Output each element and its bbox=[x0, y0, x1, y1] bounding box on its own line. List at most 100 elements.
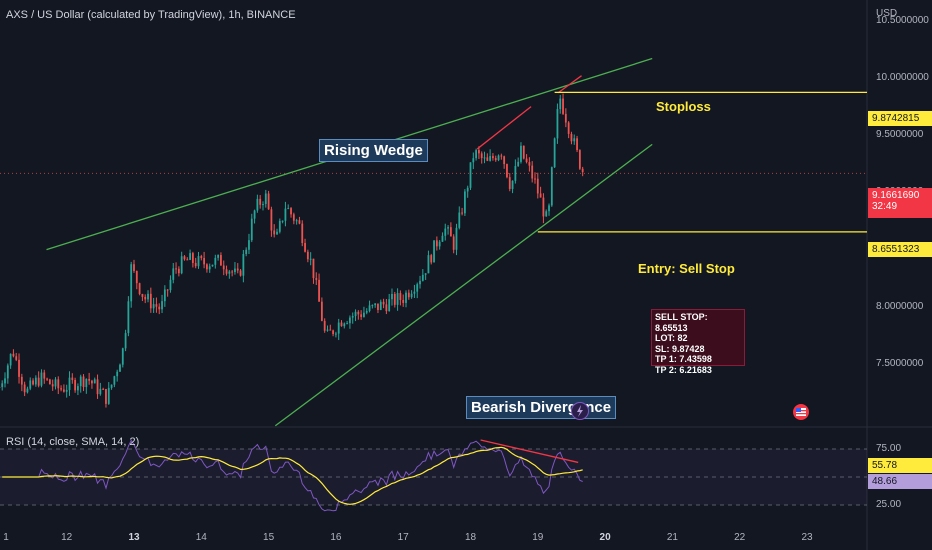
candle-body bbox=[273, 230, 276, 235]
candle-body bbox=[559, 98, 562, 110]
candle-body bbox=[536, 178, 539, 194]
candle-body bbox=[335, 333, 337, 335]
candle-body bbox=[186, 259, 189, 261]
entry-label[interactable]: Entry: Sell Stop bbox=[638, 261, 735, 276]
candle-body bbox=[494, 158, 497, 161]
candle-body bbox=[309, 258, 312, 260]
candle-body bbox=[130, 264, 133, 302]
candle-body bbox=[562, 98, 564, 114]
candle-body bbox=[110, 384, 113, 388]
candle-body bbox=[576, 138, 578, 151]
candle-body bbox=[556, 109, 559, 139]
candle-body bbox=[351, 316, 354, 318]
candle-body bbox=[292, 214, 295, 221]
info-sell-stop: SELL STOP: 8.65513 bbox=[655, 312, 708, 333]
candle-body bbox=[424, 273, 427, 275]
chart-title: AXS / US Dollar (calculated by TradingVi… bbox=[6, 9, 296, 21]
candle-body bbox=[391, 293, 393, 300]
time-tick-label: 16 bbox=[330, 532, 342, 543]
candle-body bbox=[12, 353, 15, 357]
candle-body bbox=[284, 208, 287, 221]
candle-body bbox=[573, 138, 576, 142]
candle-body bbox=[48, 379, 51, 385]
candle-body bbox=[444, 228, 447, 236]
candle-body bbox=[152, 304, 155, 309]
candle-body bbox=[514, 165, 517, 181]
candle-body bbox=[503, 156, 506, 165]
price-tick-label: 10.0000000 bbox=[876, 72, 929, 83]
candle-body bbox=[183, 256, 186, 260]
candle-body bbox=[276, 231, 278, 235]
candle-body bbox=[231, 271, 234, 273]
candle-body bbox=[385, 304, 388, 312]
candle-body bbox=[217, 255, 220, 258]
candle-body bbox=[377, 303, 379, 310]
candle-body bbox=[1, 383, 4, 388]
countdown-timer: 32:49 bbox=[872, 201, 898, 212]
candle-body bbox=[489, 156, 492, 161]
candle-body bbox=[315, 278, 318, 280]
candle-body bbox=[107, 387, 110, 404]
candle-body bbox=[337, 322, 340, 334]
candle-body bbox=[256, 198, 259, 211]
candle-body bbox=[306, 251, 309, 260]
candle-body bbox=[93, 379, 96, 384]
price-tick-label: 7.5000000 bbox=[876, 358, 924, 369]
rising-wedge-label[interactable]: Rising Wedge bbox=[319, 139, 428, 162]
candle-body bbox=[323, 320, 326, 331]
trade-info-box[interactable]: SELL STOP: 8.65513 LOT: 82 SL: 9.87428 T… bbox=[651, 309, 745, 375]
time-tick-label: 18 bbox=[464, 532, 477, 543]
lightning-icon[interactable] bbox=[571, 402, 589, 420]
candle-body bbox=[34, 377, 37, 385]
us-flag-icon[interactable] bbox=[793, 404, 809, 420]
candle-body bbox=[4, 378, 6, 384]
candle-body bbox=[354, 311, 357, 317]
rsi-line bbox=[2, 439, 583, 512]
candle-body bbox=[360, 314, 363, 317]
candle-body bbox=[463, 191, 466, 214]
candle-body bbox=[113, 376, 116, 385]
candle-body bbox=[239, 270, 242, 276]
candle-body bbox=[461, 212, 463, 214]
candle-body bbox=[180, 256, 183, 274]
candle-body bbox=[497, 155, 500, 161]
candle-body bbox=[149, 293, 152, 309]
candle-body bbox=[46, 378, 48, 380]
candle-body bbox=[270, 209, 273, 231]
candle-body bbox=[206, 264, 208, 270]
candle-body bbox=[410, 293, 413, 298]
candle-body bbox=[430, 255, 433, 263]
candle-body bbox=[116, 371, 119, 377]
time-tick-label: 19 bbox=[532, 532, 544, 543]
candle-body bbox=[262, 204, 264, 206]
candle-body bbox=[32, 380, 34, 385]
candle-body bbox=[508, 177, 511, 189]
candle-body bbox=[163, 289, 166, 302]
candle-body bbox=[138, 283, 141, 295]
candle-body bbox=[475, 150, 478, 159]
rsi-title[interactable]: RSI (14, close, SMA, 14, 2) bbox=[6, 436, 140, 448]
candle-body bbox=[234, 268, 236, 273]
candle-body bbox=[357, 311, 360, 315]
bearish-divergence-label[interactable]: Bearish Divergence bbox=[466, 396, 617, 419]
candle-body bbox=[374, 303, 377, 306]
candle-body bbox=[189, 253, 191, 260]
info-tp1: TP 1: 7.43598 bbox=[655, 354, 712, 364]
candle-body bbox=[169, 279, 172, 291]
stoploss-price-tag: 9.8742815 bbox=[868, 111, 932, 126]
candle-body bbox=[37, 377, 40, 386]
candle-body bbox=[506, 164, 508, 178]
candle-body bbox=[15, 356, 18, 360]
candle-body bbox=[517, 161, 520, 166]
candle-body bbox=[405, 292, 407, 303]
stoploss-label[interactable]: Stoploss bbox=[656, 99, 711, 114]
candle-body bbox=[172, 268, 175, 280]
candle-body bbox=[466, 187, 469, 192]
candle-body bbox=[166, 289, 169, 291]
candle-body bbox=[312, 258, 315, 279]
rsi-pane bbox=[0, 439, 867, 512]
candle-body bbox=[458, 212, 461, 228]
candle-body bbox=[421, 274, 424, 281]
candle-body bbox=[65, 389, 68, 392]
